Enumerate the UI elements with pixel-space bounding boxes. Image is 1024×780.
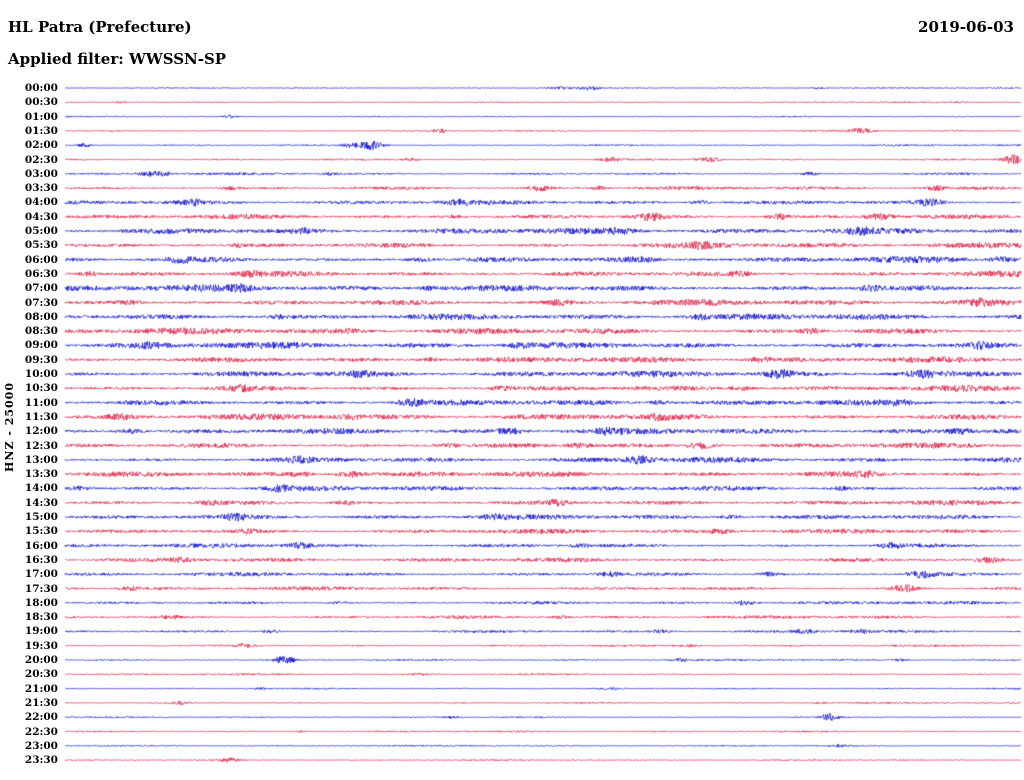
time-label: 18:30 bbox=[24, 611, 58, 624]
time-label: 19:30 bbox=[24, 639, 58, 652]
time-label: 07:30 bbox=[24, 296, 58, 309]
time-label: 10:00 bbox=[24, 368, 58, 380]
time-label: 02:30 bbox=[24, 153, 58, 166]
time-label: 14:00 bbox=[24, 482, 58, 495]
time-label: 01:00 bbox=[24, 110, 58, 123]
time-label: 20:00 bbox=[24, 654, 58, 666]
time-label: 16:30 bbox=[24, 553, 58, 566]
time-label: 12:00 bbox=[24, 425, 58, 438]
time-label: 04:30 bbox=[24, 210, 58, 223]
time-label: 03:30 bbox=[24, 182, 58, 195]
time-label: 17:00 bbox=[24, 568, 58, 581]
time-label: 23:30 bbox=[24, 754, 58, 767]
time-label: 15:00 bbox=[24, 511, 58, 523]
time-label: 20:30 bbox=[24, 668, 58, 681]
time-label: 11:00 bbox=[24, 396, 58, 409]
time-label: 01:30 bbox=[24, 124, 58, 137]
time-label: 03:00 bbox=[24, 167, 58, 180]
time-label: 19:00 bbox=[24, 625, 58, 638]
time-label: 13:00 bbox=[24, 453, 58, 466]
time-label: 12:30 bbox=[24, 439, 58, 452]
time-label: 18:00 bbox=[24, 596, 58, 609]
time-label: 06:00 bbox=[24, 253, 58, 266]
time-label: 05:30 bbox=[24, 239, 58, 252]
time-label: 22:30 bbox=[24, 725, 58, 738]
time-label: 15:30 bbox=[24, 525, 58, 538]
time-label: 08:00 bbox=[24, 310, 58, 323]
time-label: 09:00 bbox=[24, 339, 58, 352]
time-label: 09:30 bbox=[24, 353, 58, 366]
time-label: 00:00 bbox=[24, 82, 58, 94]
time-label: 21:30 bbox=[24, 696, 58, 709]
time-label: 22:00 bbox=[24, 711, 58, 724]
time-label: 07:00 bbox=[24, 282, 58, 295]
time-label: 08:30 bbox=[24, 325, 58, 338]
time-label: 21:00 bbox=[24, 682, 58, 695]
time-label: 13:30 bbox=[24, 468, 58, 481]
time-label: 23:00 bbox=[24, 739, 58, 752]
time-label: 16:00 bbox=[24, 539, 58, 552]
time-label: 11:30 bbox=[24, 410, 58, 423]
time-label: 14:30 bbox=[24, 496, 58, 509]
time-label: 02:00 bbox=[24, 139, 58, 152]
time-label: 17:30 bbox=[24, 582, 58, 595]
time-label: 05:00 bbox=[24, 225, 58, 237]
time-label: 04:00 bbox=[24, 196, 58, 209]
time-label: 10:30 bbox=[24, 382, 58, 395]
time-label: 06:30 bbox=[24, 267, 58, 280]
time-label: 00:30 bbox=[24, 96, 58, 109]
